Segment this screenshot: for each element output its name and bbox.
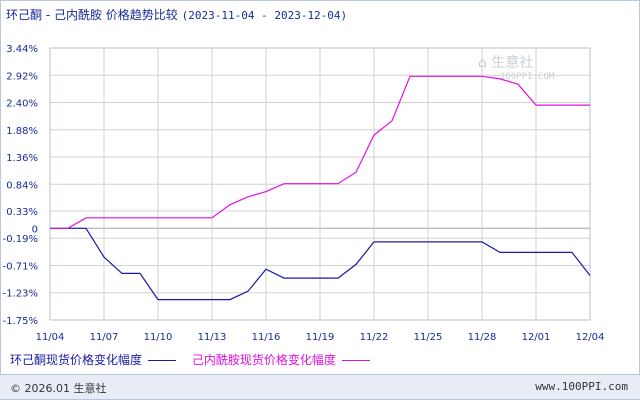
legend-swatch-series1 <box>148 360 177 361</box>
legend-label-series2: 己内酰胺现货价格变化幅度 <box>191 353 336 367</box>
chart-title: 环己酮 - 己内酰胺 价格趋势比较 (2023-11-04 - 2023-12-… <box>6 6 347 23</box>
x-tick-label: 11/19 <box>306 332 335 343</box>
y-tick-label: 3.44% <box>6 44 38 55</box>
x-tick-label: 12/04 <box>576 332 605 343</box>
y-tick-label: -1.23% <box>3 289 38 300</box>
y-tick-label: 2.40% <box>6 99 38 110</box>
x-tick-label: 11/10 <box>144 332 173 343</box>
axes <box>49 47 591 321</box>
x-tick-label: 11/16 <box>252 332 281 343</box>
y-tick-label: -1.75% <box>3 316 38 327</box>
watermark-name: 生意社 <box>491 55 534 71</box>
x-tick-label: 11/07 <box>90 332 119 343</box>
y-tick-label: 1.88% <box>6 126 38 137</box>
y-tick-label: 0.84% <box>6 180 38 191</box>
series-line-1 <box>50 227 591 301</box>
chart-date-range: (2023-11-04 - 2023-12-04) <box>181 9 348 22</box>
series-lines <box>50 75 591 301</box>
x-tick-label: 11/25 <box>414 332 443 343</box>
footer-site-link[interactable]: www.100PPI.com <box>535 380 628 393</box>
x-tick-label: 11/28 <box>468 332 497 343</box>
legend-swatch-series2 <box>341 360 370 361</box>
x-tick-label: 12/01 <box>522 332 551 343</box>
y-tick-label: -0.19% <box>3 234 38 245</box>
footer-copyright: © 2026.01 生意社 <box>10 382 107 395</box>
footer: © 2026.01 生意社 www.100PPI.com <box>0 374 640 399</box>
legend-item-series2: 己内酰胺现货价格变化幅度 <box>192 351 370 368</box>
watermark-url: 100PPI.COM <box>500 72 555 82</box>
x-tick-label: 11/22 <box>360 332 389 343</box>
y-tick-label: 2.92% <box>6 71 38 82</box>
y-tick-label: 1.36% <box>6 153 38 164</box>
y-tick-labels: 3.44% 2.92% 2.40% 1.88% 1.36% 0.84% 0.33% 0-0.1… <box>3 44 38 327</box>
legend-item-series1: 环己酮现货价格变化幅度 <box>10 351 177 368</box>
y-tick-label: 0.33% <box>6 207 38 218</box>
x-tick-labels: 11/04 11/07 11/10 11/13 11/16 11/19 11/22 11/25… <box>36 332 605 343</box>
x-tick-label: 11/13 <box>198 332 227 343</box>
chart-title-text: 环己酮 - 己内酰胺 价格趋势比较 <box>6 8 178 22</box>
plot-border <box>49 47 591 321</box>
x-tick-label: 11/04 <box>36 332 65 343</box>
legend: 环己酮现货价格变化幅度 己内酰胺现货价格变化幅度 <box>10 351 382 368</box>
y-tick-label: -0.71% <box>3 261 38 272</box>
y-tick-label: 0 <box>32 224 38 235</box>
legend-label-series1: 环己酮现货价格变化幅度 <box>10 353 143 367</box>
series-line-2 <box>50 75 590 229</box>
